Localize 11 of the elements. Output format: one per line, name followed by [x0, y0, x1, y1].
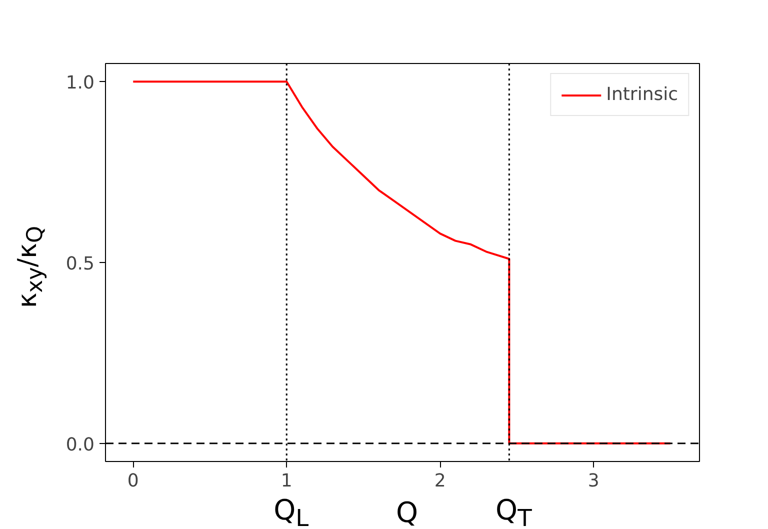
legend-label: Intrinsic [606, 84, 678, 105]
ref-line-label: Q$_{T}$ [496, 492, 532, 529]
x-axis-title: Q [396, 495, 418, 529]
x-tick-label: 3 [588, 470, 600, 492]
x-tick-label: 2 [434, 470, 446, 492]
y-tick-label: 0.5 [66, 254, 95, 274]
ref-line-label: Q$_{L}$ [274, 492, 309, 529]
y-tick-label: 1.0 [66, 72, 95, 94]
x-tick-label: 1 [280, 470, 292, 492]
y-tick-label: 0.0 [66, 434, 95, 456]
x-tick-label: 0 [127, 470, 139, 492]
